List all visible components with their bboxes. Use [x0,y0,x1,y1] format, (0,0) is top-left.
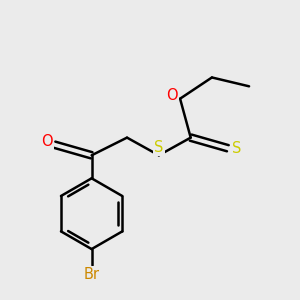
Text: O: O [167,88,178,103]
Text: S: S [154,140,164,155]
Text: S: S [232,141,242,156]
Text: Br: Br [84,267,100,282]
Text: O: O [41,134,52,149]
